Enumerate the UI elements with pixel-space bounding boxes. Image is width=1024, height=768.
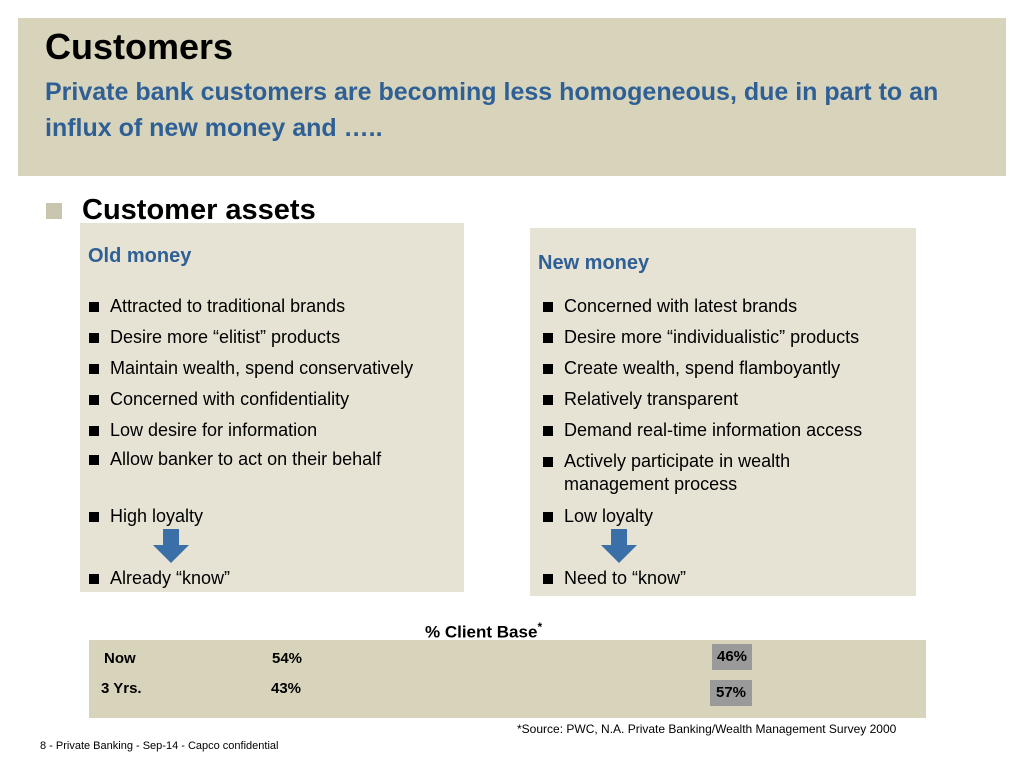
- footer-text: 8 - Private Banking - Sep-14 - Capco con…: [40, 740, 279, 752]
- square-bullet-icon: [89, 426, 99, 436]
- chart-value-label: 54%: [272, 650, 303, 667]
- square-bullet-icon: [89, 333, 99, 343]
- header-banner: [18, 18, 1006, 176]
- down-arrow-icon: [601, 529, 637, 563]
- list-item: Low loyalty: [543, 505, 653, 528]
- list-item: Attracted to traditional brands: [89, 295, 345, 318]
- list-item: Concerned with confidentiality: [89, 388, 349, 411]
- list-item: Concerned with latest brands: [543, 295, 797, 318]
- square-bullet-icon: [89, 364, 99, 374]
- square-bullet-icon: [543, 364, 553, 374]
- list-item: Maintain wealth, spend conservatively: [89, 357, 413, 380]
- chart-value-label: 43%: [271, 680, 302, 697]
- list-item: High loyalty: [89, 505, 203, 528]
- square-bullet-icon: [89, 395, 99, 405]
- square-bullet-icon: [89, 302, 99, 312]
- list-item: Already “know”: [89, 567, 230, 590]
- list-item: Actively participate in wealth managemen…: [543, 450, 873, 496]
- list-item: Relatively transparent: [543, 388, 738, 411]
- page-title: Customers: [45, 26, 234, 67]
- chart-category-label: Now: [104, 650, 136, 667]
- square-bullet-icon: [543, 395, 553, 405]
- square-bullet-icon: [89, 512, 99, 522]
- section-bullet-icon: [46, 203, 62, 219]
- chart-title: % Client Base*: [425, 620, 543, 642]
- new-money-panel: New money Concerned with latest brands D…: [530, 228, 916, 596]
- old-money-panel: Old money Attracted to traditional brand…: [80, 223, 464, 592]
- old-money-title: Old money: [88, 245, 192, 267]
- list-item: Low desire for information: [89, 419, 317, 442]
- source-note: *Source: PWC, N.A. Private Banking/Wealt…: [517, 722, 897, 736]
- square-bullet-icon: [543, 574, 553, 584]
- client-base-chart: Now 54% 46% 3 Yrs. 43% 57%: [89, 640, 926, 718]
- list-item: Desire more “individualistic” products: [543, 326, 859, 349]
- page-subtitle: Private bank customers are becoming less…: [45, 78, 939, 142]
- list-item: Allow banker to act on their behalf: [89, 448, 381, 471]
- list-item: Desire more “elitist” products: [89, 326, 340, 349]
- square-bullet-icon: [543, 512, 553, 522]
- list-item: Demand real-time information access: [543, 419, 862, 442]
- down-arrow-icon: [153, 529, 189, 563]
- square-bullet-icon: [89, 574, 99, 584]
- chart-bar-segment: 57%: [710, 680, 752, 706]
- square-bullet-icon: [543, 302, 553, 312]
- square-bullet-icon: [543, 457, 553, 467]
- chart-category-label: 3 Yrs.: [101, 680, 142, 697]
- square-bullet-icon: [543, 426, 553, 436]
- square-bullet-icon: [89, 455, 99, 465]
- list-item: Need to “know”: [543, 567, 686, 590]
- square-bullet-icon: [543, 333, 553, 343]
- footnote-marker: *: [537, 620, 543, 634]
- section-heading: Customer assets: [82, 194, 316, 226]
- chart-bar-segment: 46%: [712, 644, 752, 670]
- new-money-title: New money: [538, 252, 650, 274]
- list-item: Create wealth, spend flamboyantly: [543, 357, 840, 380]
